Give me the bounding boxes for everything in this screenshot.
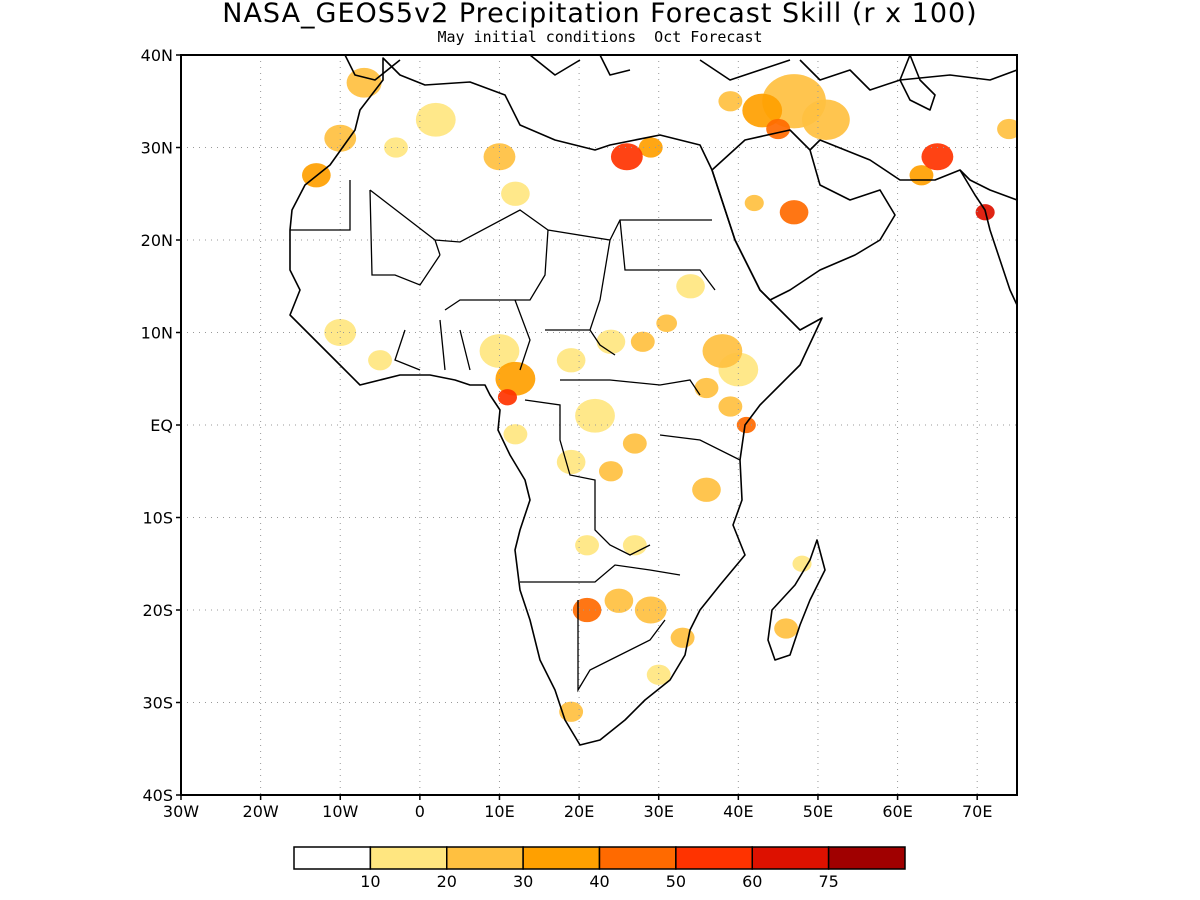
color-legend: 10 20 30 40 50 60 75 [293, 846, 906, 891]
skill-patch [483, 143, 516, 171]
caspian-coastline [899, 55, 936, 111]
skill-patch [656, 314, 678, 333]
india-coastline [959, 169, 1017, 306]
madagascar-coastline [767, 539, 826, 661]
skill-patch [774, 618, 799, 639]
skill-patch [718, 91, 743, 112]
skill-patch [324, 318, 357, 347]
lat-label: 40S [142, 786, 173, 805]
skill-patch [676, 274, 705, 299]
legend-label: 50 [666, 872, 686, 891]
skill-patch [718, 396, 743, 417]
lon-label: 20W [243, 802, 279, 821]
lon-label: 60E [882, 802, 912, 821]
legend-swatch [675, 846, 753, 870]
skill-patch [556, 449, 586, 475]
skill-patch [694, 377, 719, 399]
lon-label: 30E [643, 802, 673, 821]
skill-patch [575, 398, 615, 433]
legend-label: 10 [360, 872, 380, 891]
skill-patch [479, 334, 520, 368]
skill-patch [646, 664, 671, 685]
legend-label: 75 [818, 872, 838, 891]
legend-swatch [446, 846, 524, 870]
skill-patch [792, 555, 812, 572]
lon-label: 70E [962, 802, 992, 821]
skill-patch [692, 477, 721, 502]
skill-patch [604, 588, 634, 613]
border-lines [290, 180, 741, 693]
skill-patch [497, 389, 517, 406]
iran-coastline [809, 139, 1017, 201]
lat-label: 10S [142, 509, 173, 528]
skill-patch [384, 137, 408, 158]
skill-patch [501, 181, 530, 206]
skill-patch [368, 350, 392, 371]
lat-label: 30S [142, 694, 173, 713]
skill-shading-layer [302, 67, 1017, 722]
legend-swatch [369, 846, 448, 870]
skill-patch [742, 93, 783, 128]
legend-swatch [293, 846, 372, 870]
legend-swatch [522, 846, 601, 870]
lon-label: 20E [564, 802, 594, 821]
skill-patch [610, 143, 643, 171]
skill-patch [921, 143, 954, 171]
lat-label: EQ [150, 416, 173, 435]
skill-patch [415, 102, 456, 137]
skill-patch [670, 627, 695, 648]
map-title: NASA_GEOS5v2 Precipitation Forecast Skil… [222, 0, 978, 29]
skill-patch [802, 99, 850, 141]
lon-label: 30W [163, 802, 199, 821]
skill-patch [596, 329, 626, 354]
legend-label: 40 [589, 872, 609, 891]
skill-patch [559, 701, 584, 722]
skill-patch [638, 137, 663, 158]
arabia-coastline [711, 129, 896, 301]
skill-patch [575, 535, 599, 556]
skill-patch [622, 433, 647, 454]
lon-label: 40E [723, 802, 753, 821]
skill-patch [997, 118, 1017, 140]
legend-label: 30 [513, 872, 533, 891]
skill-patch [702, 334, 743, 368]
lon-label: 10E [484, 802, 514, 821]
lon-label: 0 [415, 802, 425, 821]
skill-patch [766, 118, 791, 140]
skill-patch [324, 124, 357, 152]
skill-patch [634, 596, 667, 624]
legend-swatch [598, 846, 677, 870]
skill-patch [736, 416, 756, 434]
map-subtitle: May initial conditions Oct Forecast [437, 28, 763, 46]
europe-coastline [344, 55, 1017, 91]
lon-label: 50E [803, 802, 833, 821]
skill-patch [630, 331, 655, 352]
skill-patch [503, 424, 528, 445]
legend-label: 20 [437, 872, 457, 891]
skill-patch [495, 361, 536, 396]
country-borders-layer [290, 180, 741, 693]
lat-label: 30N [141, 139, 173, 158]
lon-label: 10W [322, 802, 358, 821]
skill-patch [346, 67, 382, 98]
lat-label: 20S [142, 601, 173, 620]
skill-patch [599, 461, 623, 482]
coastlines-layer [289, 55, 1017, 746]
skill-patch [572, 597, 602, 623]
legend-swatch [827, 846, 906, 870]
africa-coastline [289, 57, 823, 746]
lat-label: 10N [141, 324, 173, 343]
skill-patch [744, 194, 764, 212]
lat-label: 40N [141, 46, 173, 65]
legend-swatch [751, 846, 830, 870]
skill-patch [779, 200, 809, 225]
legend-label: 60 [742, 872, 762, 891]
skill-patch [556, 348, 586, 373]
lat-label: 20N [141, 231, 173, 250]
